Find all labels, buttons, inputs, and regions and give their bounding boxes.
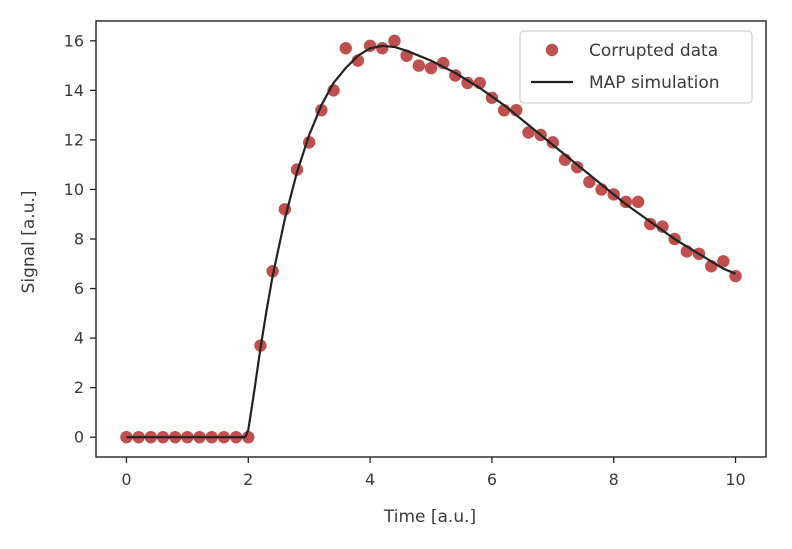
data-point	[412, 59, 426, 72]
x-tick-label: 0	[121, 470, 131, 489]
y-tick-label: 4	[74, 329, 84, 348]
legend-box	[519, 30, 753, 104]
data-point	[631, 195, 645, 209]
data-point	[583, 175, 596, 189]
x-tick-label: 2	[243, 470, 253, 489]
y-tick-label: 10	[64, 180, 84, 199]
legend-label-map-simulation: MAP simulation	[589, 73, 720, 93]
y-tick-label: 16	[64, 31, 84, 50]
data-point	[376, 42, 389, 55]
data-point	[424, 61, 438, 75]
y-tick-label: 6	[74, 279, 84, 298]
y-axis-label: Signal [a.u.]	[19, 191, 39, 294]
y-tick-label: 0	[74, 428, 84, 447]
y-tick-label: 8	[74, 230, 84, 249]
data-point	[619, 195, 633, 209]
plot-area	[120, 34, 742, 444]
data-point	[717, 255, 730, 268]
x-tick-label: 8	[609, 470, 619, 489]
data-point	[644, 217, 657, 231]
data-point	[388, 34, 401, 48]
x-tick-label: 6	[487, 470, 497, 489]
data-point	[570, 160, 584, 174]
data-point	[120, 430, 133, 444]
data-point	[546, 136, 560, 149]
map-simulation-line	[126, 44, 736, 439]
y-tick-label: 12	[64, 130, 84, 149]
x-tick-label: 10	[725, 470, 745, 489]
x-axis-label: Time [a.u.]	[383, 507, 476, 527]
data-point	[656, 220, 669, 233]
y-tick-label: 14	[64, 81, 84, 100]
data-point	[363, 39, 377, 52]
data-point	[242, 430, 255, 444]
data-point	[339, 42, 352, 55]
legend: Corrupted data MAP simulation	[519, 30, 753, 104]
legend-marker-corrupted-data	[545, 43, 559, 57]
axes: 0 2 4 6 8 10 0 2 4 6 8 10 12 14 16	[64, 20, 767, 489]
legend-label-corrupted-data: Corrupted data	[589, 41, 718, 61]
y-tick-label: 2	[74, 378, 84, 397]
x-tick-label: 4	[365, 470, 375, 489]
data-point	[522, 126, 535, 139]
